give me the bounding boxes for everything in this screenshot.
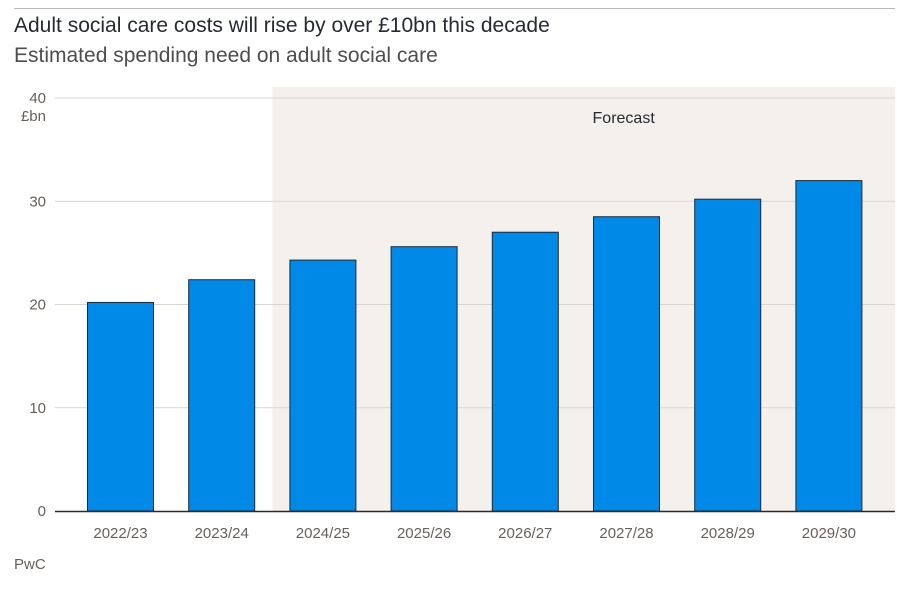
x-tick-label: 2023/24: [195, 525, 249, 542]
top-rule: [14, 8, 895, 9]
x-tick-label: 2024/25: [296, 525, 350, 542]
x-tick-label: 2029/30: [802, 525, 856, 542]
x-tick-label: 2028/29: [701, 525, 755, 542]
bar: [694, 198, 762, 512]
chart-subtitle: Estimated spending need on adult social …: [14, 44, 438, 67]
x-tick-label: 2025/26: [397, 525, 451, 542]
forecast-region: Forecast: [272, 87, 895, 511]
x-tick-label: 2027/28: [599, 525, 653, 542]
bar: [188, 279, 256, 512]
y-tick-label: 10: [29, 400, 46, 417]
forecast-label: Forecast: [593, 110, 656, 127]
bars: [87, 180, 863, 512]
chart-title: Adult social care costs will rise by ove…: [14, 14, 550, 37]
y-tick-label: 40: [29, 90, 46, 107]
source-note: PwC: [14, 556, 46, 573]
y-unit-label: £bn: [21, 108, 46, 125]
y-tick-label: 20: [29, 297, 46, 314]
x-tick-label: 2022/23: [93, 525, 147, 542]
bar: [795, 180, 863, 512]
axes: 0 10 20 30 40£bn 2022/23 2023/24 2024/25 2025/26…: [21, 90, 895, 542]
bar: [491, 231, 559, 512]
bar: [87, 301, 154, 512]
bar: [593, 216, 660, 512]
bar: [390, 246, 458, 512]
forecast-shade: [272, 87, 895, 511]
x-tick-label: 2026/27: [498, 525, 552, 542]
y-tick-label: 30: [29, 193, 46, 210]
bar: [289, 259, 357, 512]
y-tick-label: 0: [38, 503, 46, 520]
